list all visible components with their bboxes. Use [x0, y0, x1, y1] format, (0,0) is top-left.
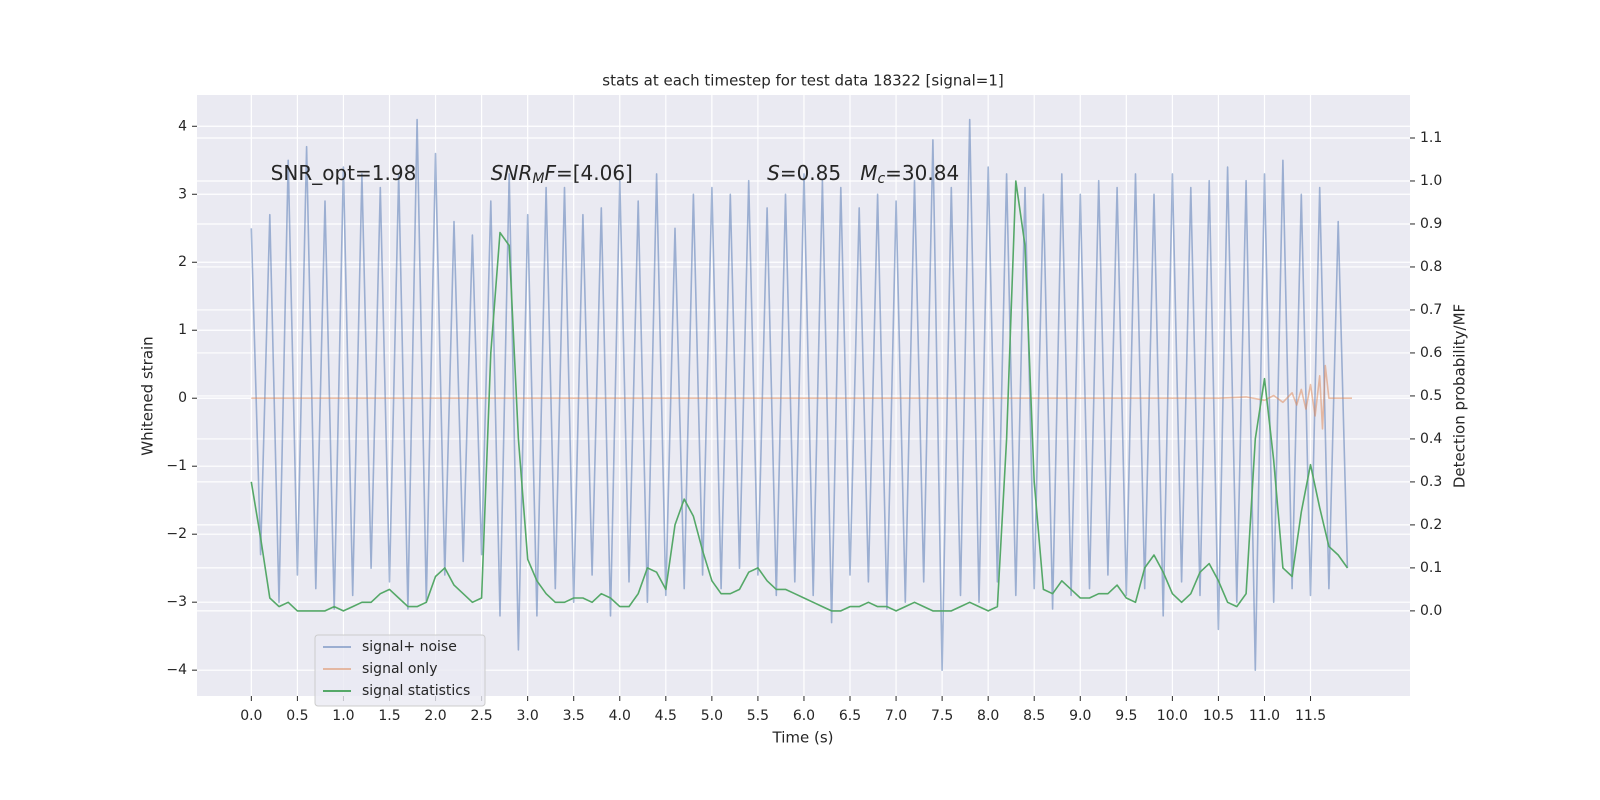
x-tick-label: 7.5	[931, 708, 953, 724]
annotation-part: =0.85	[780, 160, 860, 184]
legend-box	[314, 634, 486, 707]
x-tick-label: 6.0	[793, 708, 815, 724]
legend-label: signal statistics	[362, 683, 470, 699]
annotation: S=0.85 Mc=30.84	[767, 160, 959, 187]
y2-tick-label: 0.2	[1420, 517, 1442, 533]
chart-title: stats at each timestep for test data 183…	[602, 72, 1003, 90]
y2-tick-label: 1.0	[1420, 173, 1442, 189]
annotation-part: S	[767, 160, 780, 184]
x-tick-label: 11.5	[1295, 708, 1326, 724]
y2-tick-label: 0.9	[1420, 216, 1442, 232]
x-tick-label: 0.0	[240, 708, 262, 724]
x-tick-label: 2.0	[424, 708, 446, 724]
axes: 0.0 0.5 1.0 1.5 2.0 2.5 3.0 3.5 4.0 4.5 5.0 5.5 6.0 6…	[166, 118, 1442, 724]
x-tick-label: 2.5	[470, 708, 492, 724]
x-tick-label: 4.5	[655, 708, 677, 724]
annotation-part: F	[544, 160, 556, 184]
lines	[250, 118, 1352, 671]
y-tick-label: 2	[178, 254, 187, 270]
x-tick-label: 1.0	[332, 708, 354, 724]
annotation-part: M	[532, 171, 544, 187]
y2-tick-label: 0.8	[1420, 259, 1442, 275]
x-tick-label: 9.5	[1115, 708, 1137, 724]
x-tick-label: 10.0	[1157, 708, 1188, 724]
legend: signal+ noise signal only signal statistic…	[314, 634, 486, 707]
legend-label: signal only	[362, 661, 437, 677]
y2-tick-label: 0.7	[1420, 302, 1442, 318]
annotation-part: c	[877, 171, 885, 187]
x-tick-label: 8.0	[977, 708, 999, 724]
series-line	[250, 118, 1349, 671]
y-tick-label: 4	[178, 118, 187, 134]
y-axis-label: Whitened strain	[139, 336, 157, 455]
x-tick-label: 4.0	[609, 708, 631, 724]
series-line	[251, 364, 1352, 430]
y-tick-label: −1	[166, 458, 187, 474]
y-tick-label: 3	[178, 186, 187, 202]
x-tick-label: 9.0	[1069, 708, 1091, 724]
x-tick-label: 7.0	[885, 708, 907, 724]
x-tick-label: 8.5	[1023, 708, 1045, 724]
y2-tick-label: 0.0	[1420, 603, 1442, 619]
x-tick-label: 3.5	[563, 708, 585, 724]
x-tick-label: 10.5	[1203, 708, 1234, 724]
x-tick-label: 11.0	[1249, 708, 1280, 724]
annotation-part: SNR	[491, 160, 533, 184]
y-tick-label: −2	[166, 526, 187, 542]
y-tick-label: −3	[166, 594, 187, 610]
series-line	[250, 180, 1349, 612]
annotation: SNRMF=[4.06]	[491, 160, 633, 187]
annotation-part: =[4.06]	[556, 160, 633, 184]
x-axis-label: Time (s)	[772, 729, 834, 747]
y-tick-label: 0	[178, 390, 187, 406]
y2-tick-label: 0.6	[1420, 345, 1442, 361]
legend-label: signal+ noise	[362, 639, 457, 655]
annotation: SNR_opt=1.98	[271, 160, 417, 184]
x-tick-label: 0.5	[286, 708, 308, 724]
x-tick-label: 6.5	[839, 708, 861, 724]
y2-tick-label: 0.5	[1420, 388, 1442, 404]
y2-tick-label: 0.4	[1420, 431, 1442, 447]
x-tick-label: 1.5	[378, 708, 400, 724]
y2-tick-label: 1.1	[1420, 130, 1442, 146]
y2-axis-label: Detection probability/MF	[1451, 304, 1469, 488]
x-tick-label: 5.5	[747, 708, 769, 724]
y-tick-label: −4	[166, 662, 187, 678]
y2-tick-label: 0.3	[1420, 474, 1442, 490]
annotation-part: =30.84	[885, 160, 959, 184]
annotation-part: SNR_opt=1.98	[271, 160, 417, 184]
x-tick-label: 5.0	[701, 708, 723, 724]
annotations: SNR_opt=1.98 SNRMF=[4.06] S=0.85 Mc=30.84	[271, 160, 959, 187]
y2-tick-label: 0.1	[1420, 560, 1442, 576]
y-tick-label: 1	[178, 322, 187, 338]
annotation-part: M	[860, 160, 877, 184]
x-tick-label: 3.0	[517, 708, 539, 724]
